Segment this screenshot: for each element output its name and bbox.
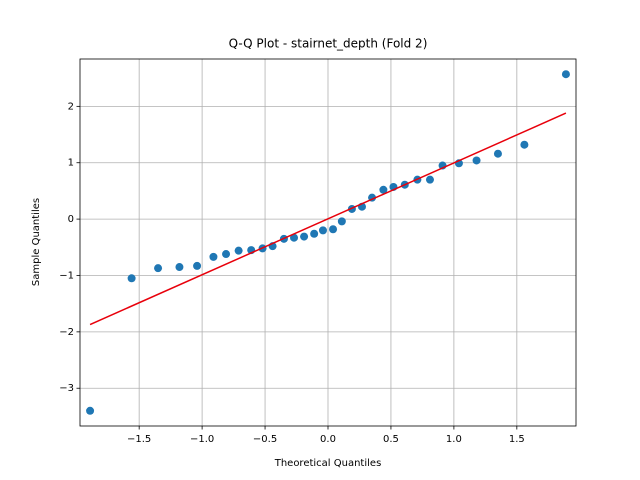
y-tick-label: 0	[68, 214, 74, 225]
point	[222, 250, 231, 259]
point	[290, 233, 299, 242]
x-tick-label: −0.5	[253, 434, 277, 445]
x-tick-label: 1.5	[509, 434, 525, 445]
point	[561, 70, 570, 79]
x-axis-label: Theoretical Quantiles	[274, 458, 382, 469]
y-tick-label: 1	[68, 158, 74, 169]
plot-frame	[79, 58, 577, 427]
x-tick-label: −1.5	[127, 434, 151, 445]
point	[472, 156, 481, 165]
point	[318, 226, 327, 235]
x-tick-label: 0.0	[320, 434, 336, 445]
point	[310, 229, 319, 238]
point	[154, 264, 163, 273]
point	[329, 225, 338, 234]
point	[425, 175, 434, 184]
point	[337, 217, 346, 226]
y-tick-label: −1	[59, 270, 74, 281]
point	[209, 252, 218, 261]
point	[175, 263, 184, 272]
y-axis-label: Sample Quantiles	[31, 198, 42, 286]
point	[234, 246, 243, 255]
y-tick-label: −2	[59, 327, 74, 338]
point	[193, 261, 202, 270]
x-tick-label: 0.5	[383, 434, 399, 445]
fit-line	[89, 112, 567, 326]
point	[493, 149, 502, 158]
y-tick-label: −3	[59, 383, 74, 394]
point	[300, 232, 309, 241]
x-tick-label: −1.0	[190, 434, 214, 445]
point	[379, 185, 388, 194]
point	[520, 140, 529, 149]
point	[127, 274, 136, 283]
point	[86, 406, 95, 415]
y-tick-label: 2	[68, 101, 74, 112]
x-tick-label: 1.0	[446, 434, 462, 445]
chart-title: Q-Q Plot - stairnet_depth (Fold 2)	[229, 37, 428, 51]
